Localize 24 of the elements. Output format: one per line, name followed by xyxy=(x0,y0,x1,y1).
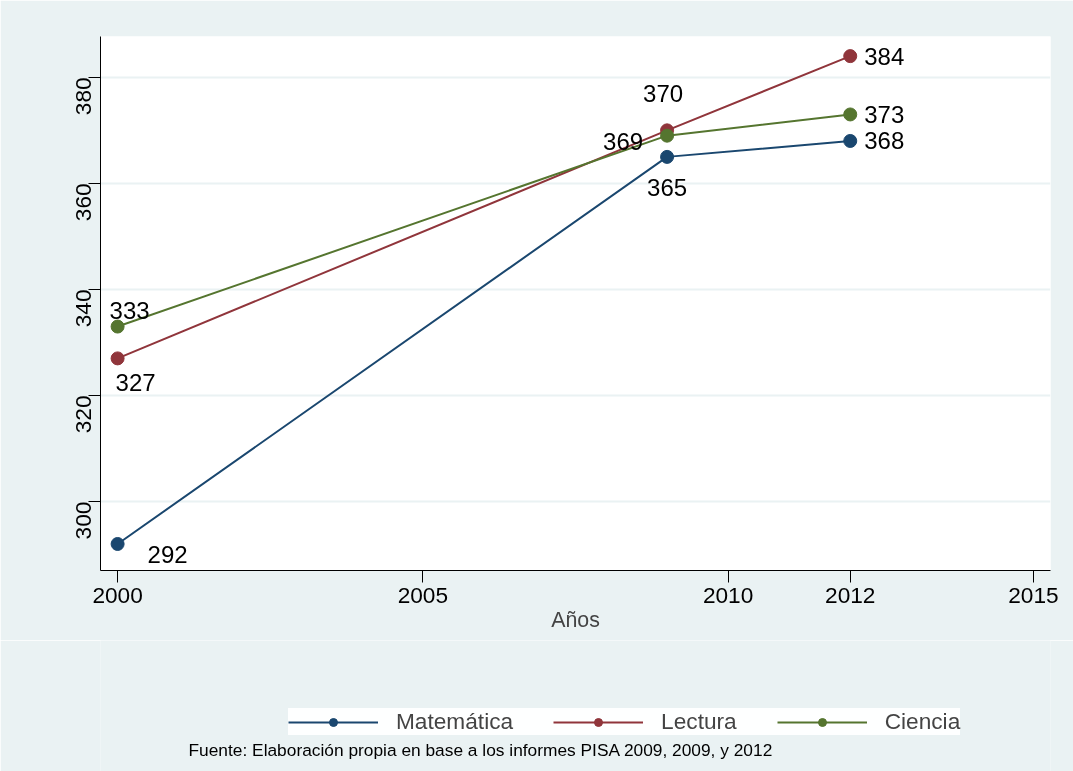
data-label: 333 xyxy=(109,296,150,324)
source-note: Fuente: Elaboración propia en base a los informes PISA 2009, 2009, y 2012 xyxy=(188,739,773,760)
x-axis-title: Años xyxy=(551,607,600,632)
x-tick-label: 2012 xyxy=(825,581,876,608)
x-tick-label: 2000 xyxy=(92,581,143,608)
y-tick-label: 300 xyxy=(70,501,96,540)
y-tick-label: 380 xyxy=(70,77,96,116)
data-label: 327 xyxy=(115,369,156,397)
data-label: 373 xyxy=(864,100,905,128)
x-tick-label: 2015 xyxy=(1008,581,1059,608)
legend-label: Lectura xyxy=(661,708,737,735)
x-tick-label: 2010 xyxy=(702,581,754,608)
data-label: 292 xyxy=(147,540,188,568)
legend-label: Matemática xyxy=(396,708,514,735)
y-tick-label: 340 xyxy=(70,289,96,328)
x-tick-label: 2005 xyxy=(397,581,449,608)
data-label: 384 xyxy=(864,42,905,70)
legend-label: Ciencia xyxy=(884,708,961,735)
data-label: 369 xyxy=(603,128,644,156)
y-tick-label: 360 xyxy=(70,183,96,222)
data-label: 370 xyxy=(643,80,684,108)
y-tick-label: 320 xyxy=(70,395,96,434)
data-label: 368 xyxy=(864,127,905,155)
data-label: 365 xyxy=(647,173,688,201)
